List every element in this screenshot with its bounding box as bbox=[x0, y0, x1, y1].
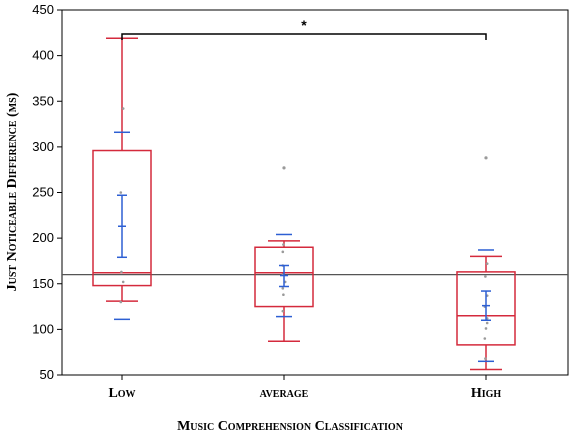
y-tick-label: 250 bbox=[32, 185, 54, 200]
box-group-low bbox=[92, 37, 152, 321]
data-point bbox=[282, 243, 285, 246]
y-tick-label: 300 bbox=[32, 139, 54, 154]
outlier-point bbox=[282, 166, 286, 170]
bracket-line bbox=[121, 33, 487, 40]
y-tick-label: 350 bbox=[32, 93, 54, 108]
x-axis-title: Music Comprehension Classification bbox=[177, 419, 404, 434]
data-point bbox=[119, 191, 123, 194]
y-tick-label: 100 bbox=[32, 321, 54, 336]
y-tick-label: 150 bbox=[32, 276, 54, 291]
significance-bracket: * bbox=[121, 17, 487, 40]
significance-label: * bbox=[301, 17, 307, 33]
data-point bbox=[484, 327, 488, 330]
data-point bbox=[485, 321, 489, 325]
y-tick-label: 50 bbox=[40, 367, 54, 382]
data-point bbox=[484, 357, 487, 360]
box-group-average bbox=[254, 166, 314, 342]
data-point bbox=[121, 107, 125, 110]
data-point bbox=[119, 300, 123, 304]
y-axis: 50 100 150 200 250 300 350 400 450 bbox=[32, 2, 62, 382]
data-point bbox=[282, 293, 285, 297]
y-axis-title: Just Noticeable Difference (ms) bbox=[5, 92, 20, 291]
data-point bbox=[484, 275, 487, 278]
box-series bbox=[92, 37, 516, 371]
iqr-box bbox=[92, 149, 152, 287]
data-point bbox=[483, 337, 487, 340]
data-point bbox=[281, 250, 285, 254]
box-group-high bbox=[456, 156, 516, 371]
y-tick-label: 200 bbox=[32, 230, 54, 245]
x-axis: Low average High bbox=[108, 375, 501, 401]
iqr-box bbox=[254, 246, 314, 308]
y-tick-label: 400 bbox=[32, 48, 54, 63]
data-point bbox=[485, 262, 489, 265]
plot-frame bbox=[61, 9, 569, 376]
data-point bbox=[121, 280, 125, 284]
outlier-point bbox=[484, 156, 488, 160]
x-category-label: High bbox=[471, 386, 502, 401]
x-category-label: average bbox=[260, 386, 309, 401]
iqr-box bbox=[456, 271, 516, 346]
data-point bbox=[281, 287, 285, 290]
y-tick-label: 450 bbox=[32, 2, 54, 17]
data-point bbox=[281, 309, 285, 313]
x-category-label: Low bbox=[108, 386, 135, 401]
data-point bbox=[120, 270, 123, 274]
